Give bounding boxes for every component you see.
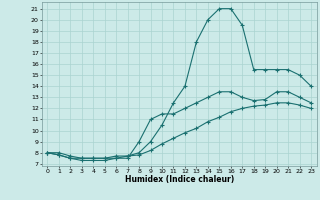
X-axis label: Humidex (Indice chaleur): Humidex (Indice chaleur) <box>124 175 234 184</box>
